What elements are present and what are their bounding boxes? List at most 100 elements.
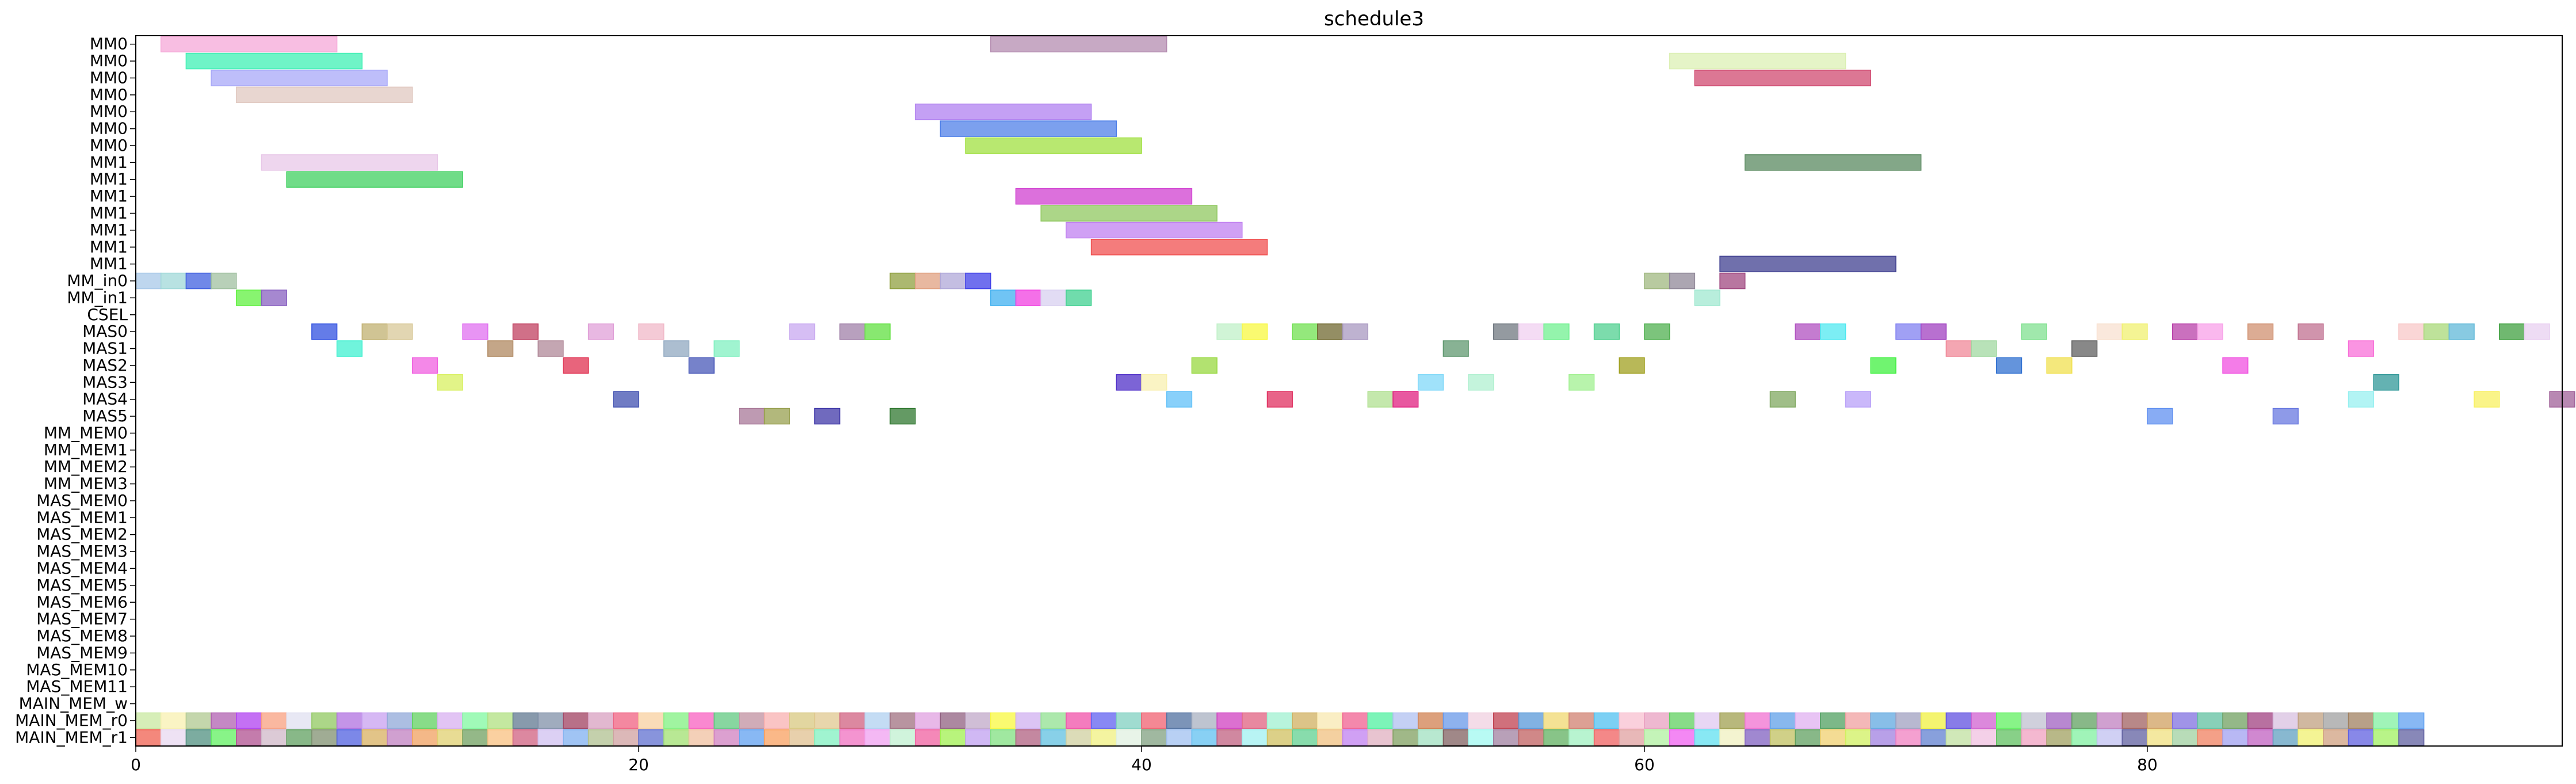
task-bar — [1694, 290, 1720, 306]
main-mem-r0-block — [1266, 712, 1293, 729]
y-tick-label: MAS_MEM3 — [36, 542, 128, 561]
task-bar — [311, 323, 338, 340]
task-bar — [1342, 323, 1369, 340]
main-mem-r1-block — [1619, 729, 1645, 746]
main-mem-r1-block — [2222, 729, 2249, 746]
main-mem-r0-block — [2197, 712, 2223, 729]
main-mem-r1-block — [1367, 729, 1394, 746]
main-mem-r1-block — [537, 729, 564, 746]
main-mem-r0-block — [2096, 712, 2123, 729]
main-mem-r0-block — [1971, 712, 1997, 729]
main-mem-r1-block — [1895, 729, 1922, 746]
y-tick-label: MM0 — [90, 68, 128, 87]
main-mem-r0-block — [663, 712, 690, 729]
task-bar — [1543, 323, 1570, 340]
main-mem-r1-block — [1719, 729, 1746, 746]
main-mem-r0-block — [236, 712, 262, 729]
main-mem-r0-block — [1216, 712, 1243, 729]
task-bar — [211, 272, 237, 290]
y-tick-label: MM1 — [90, 220, 128, 239]
task-bar — [1870, 357, 1896, 374]
task-bar — [1166, 391, 1193, 408]
main-mem-r1-block — [1669, 729, 1696, 746]
main-mem-r0-block — [1367, 712, 1394, 729]
task-bar — [411, 357, 438, 374]
x-tick-label: 20 — [628, 755, 649, 774]
main-mem-r1-block — [135, 729, 162, 746]
task-bar — [663, 340, 690, 357]
task-bar — [965, 272, 991, 290]
task-bar — [1317, 323, 1344, 340]
y-axis: MM0MM0MM0MM0MM0MM0MM0MM1MM1MM1MM1MM1MM1M… — [15, 35, 136, 747]
main-mem-r1-block — [1745, 729, 1771, 746]
task-bar — [1242, 323, 1268, 340]
y-tick-label: MAS2 — [82, 356, 128, 375]
task-bar — [2524, 323, 2550, 340]
y-tick-label: MAS_MEM2 — [36, 525, 128, 544]
task-bar — [1845, 391, 1872, 408]
main-mem-r1-block — [2147, 729, 2173, 746]
main-mem-r1-block — [814, 729, 841, 746]
main-mem-r0-block — [990, 712, 1017, 729]
task-bar — [236, 290, 262, 306]
main-mem-r0-block — [1116, 712, 1142, 729]
main-mem-r1-block — [613, 729, 639, 746]
main-mem-r1-block — [2021, 729, 2047, 746]
task-bar — [361, 323, 388, 340]
main-mem-r1-block — [2247, 729, 2274, 746]
task-bar — [638, 323, 665, 340]
task-bar — [890, 408, 916, 425]
main-mem-r1-block — [764, 729, 790, 746]
main-mem-r1-block — [2096, 729, 2123, 746]
main-mem-r1-block — [1971, 729, 1997, 746]
task-bar — [688, 357, 715, 374]
main-mem-r1-block — [361, 729, 388, 746]
main-mem-r0-block — [1066, 712, 1092, 729]
task-bar — [1669, 52, 1846, 70]
main-mem-r1-block — [1191, 729, 1218, 746]
main-mem-r0-block — [688, 712, 715, 729]
task-bar — [789, 323, 815, 340]
task-bar — [1593, 323, 1620, 340]
task-bar — [2499, 323, 2525, 340]
task-bar — [2046, 357, 2073, 374]
x-tick-label: 60 — [1634, 755, 1655, 774]
task-bar — [512, 323, 539, 340]
main-mem-r0-block — [739, 712, 765, 729]
main-mem-r0-block — [940, 712, 966, 729]
main-mem-r1-block — [1543, 729, 1570, 746]
task-bar — [1745, 154, 1922, 171]
y-tick-label: MM_in1 — [67, 288, 128, 307]
plot-frame — [135, 35, 2563, 747]
task-bar — [713, 340, 740, 357]
main-mem-r0-block — [1820, 712, 1846, 729]
task-bar — [2448, 323, 2475, 340]
task-bar — [185, 52, 363, 70]
x-tick-label: 0 — [131, 755, 141, 774]
task-bar — [160, 36, 338, 52]
task-bar — [739, 408, 765, 425]
main-mem-r0-block — [1493, 712, 1520, 729]
main-mem-r1-block — [839, 729, 866, 746]
main-mem-r0-block — [437, 712, 463, 729]
main-mem-r1-block — [1468, 729, 1494, 746]
main-mem-r0-block — [1015, 712, 1041, 729]
y-tick-label: MM1 — [90, 170, 128, 189]
main-mem-r0-block — [1669, 712, 1696, 729]
main-mem-r1-block — [1342, 729, 1369, 746]
main-mem-r1-block — [2398, 729, 2425, 746]
task-bar — [1367, 391, 1394, 408]
task-bar — [1719, 256, 1896, 272]
task-bar — [1719, 272, 1746, 290]
task-bar — [990, 290, 1017, 306]
task-bar — [940, 120, 1117, 137]
main-mem-r1-block — [261, 729, 287, 746]
task-bar — [185, 272, 212, 290]
task-bar — [864, 323, 891, 340]
main-mem-r0-block — [1317, 712, 1344, 729]
main-mem-r0-block — [1719, 712, 1746, 729]
x-tick-label: 40 — [1131, 755, 1152, 774]
main-mem-r0-block — [2172, 712, 2199, 729]
task-bar — [1417, 374, 1444, 391]
task-bar — [2096, 323, 2123, 340]
